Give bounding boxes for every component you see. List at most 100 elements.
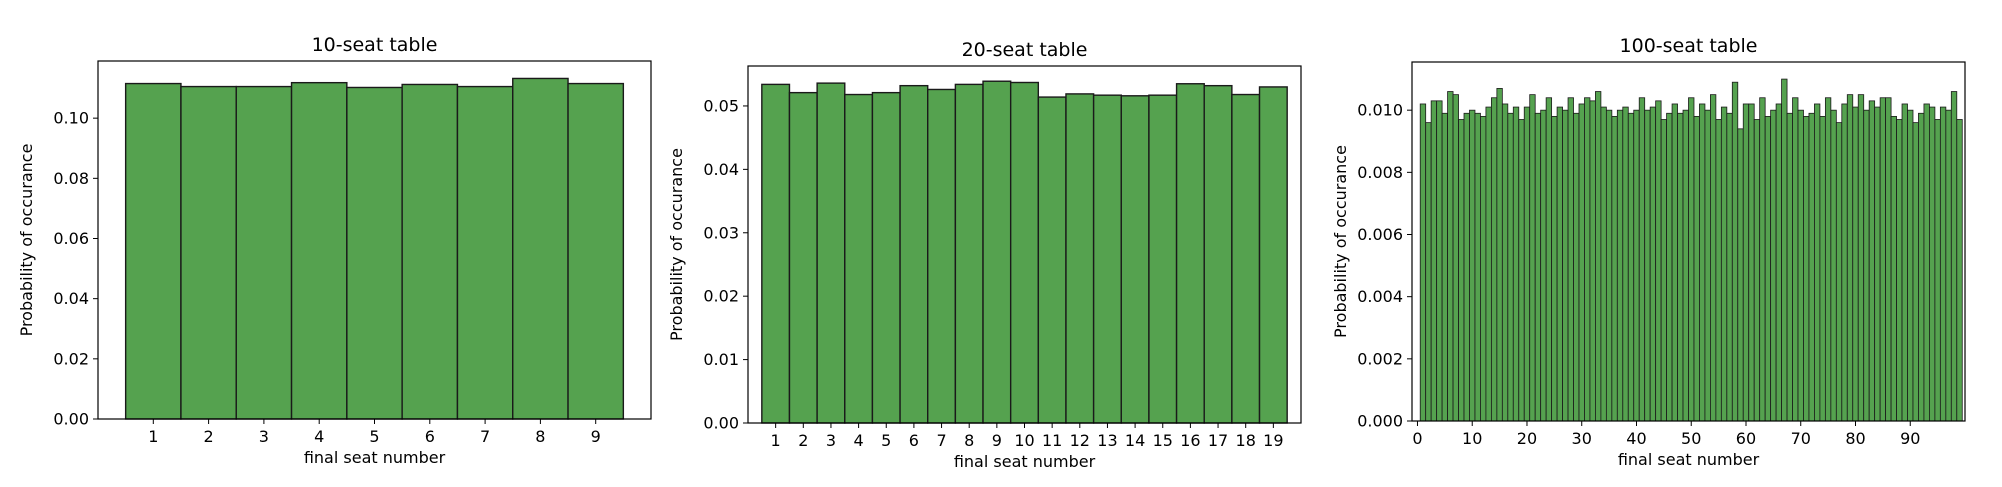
bar — [1616, 109, 1624, 422]
y-tick-label: 0.04 — [703, 160, 739, 179]
bar — [1671, 103, 1678, 422]
x-tick-label: 70 — [1791, 429, 1811, 448]
bar — [1950, 91, 1958, 422]
bar — [1463, 112, 1470, 422]
y-axis-label: Probability of occurance — [17, 144, 36, 337]
x-tick-label: 5 — [881, 431, 891, 450]
bar — [1835, 122, 1843, 422]
bars — [124, 77, 625, 420]
bar — [346, 86, 403, 420]
bar — [1474, 112, 1481, 422]
bar — [1677, 112, 1684, 422]
bar — [1578, 103, 1585, 422]
bar — [1803, 115, 1810, 422]
y-tick-label: 0.006 — [1357, 225, 1403, 244]
bar — [1918, 112, 1925, 422]
x-tick-label: 7 — [480, 427, 490, 446]
bar — [512, 77, 569, 420]
y-tick-label: 0.04 — [53, 289, 89, 308]
bar — [1452, 94, 1459, 422]
bar — [1567, 97, 1574, 422]
x-tick-label: 50 — [1681, 429, 1701, 448]
bar — [1573, 112, 1580, 422]
bar — [1682, 109, 1689, 422]
x-tick-label: 13 — [1097, 431, 1117, 450]
y-tick-label: 0.008 — [1357, 163, 1403, 182]
bar — [1934, 119, 1941, 422]
bar — [1885, 97, 1892, 422]
bar — [1792, 97, 1799, 422]
bar — [1595, 91, 1602, 422]
x-tick-label: 9 — [591, 427, 601, 446]
y-tick-label: 0.010 — [1357, 101, 1403, 120]
bar — [1945, 109, 1952, 422]
bar — [1611, 115, 1618, 422]
chart-100-seat-table: 0 10 20 30 40 50 60 70 80 90 0.000 0.002 0.004 0.006 0… — [1331, 35, 1966, 469]
bar — [899, 84, 929, 424]
bar — [1447, 91, 1454, 422]
y-tick-label: 0.02 — [703, 287, 739, 306]
bar — [1786, 112, 1793, 422]
bar — [235, 85, 293, 420]
bar — [1600, 106, 1607, 422]
y-tick-label: 0.01 — [703, 350, 739, 369]
bar — [1808, 112, 1815, 422]
x-tick-label: 8 — [964, 431, 974, 450]
bar — [1907, 109, 1914, 422]
chart-10-seat-table: 1 2 3 4 5 6 7 8 9 0.00 0.02 0.04 0.06 0.08 0.10 10-seat… — [17, 34, 652, 467]
x-tick-label: 4 — [314, 427, 324, 446]
x-axis-label: final seat number — [1618, 450, 1760, 469]
bar — [1929, 106, 1936, 422]
bar — [1710, 94, 1717, 422]
bar — [1699, 103, 1706, 422]
bar — [1814, 103, 1821, 422]
chart-title: 100-seat table — [1620, 35, 1758, 57]
bar — [1731, 81, 1739, 422]
y-tick-label: 0.03 — [703, 223, 739, 242]
x-tick-label: 1 — [148, 427, 158, 446]
x-tick-label: 10 — [1014, 431, 1034, 450]
x-tick-label: 90 — [1900, 429, 1920, 448]
chart-title: 20-seat table — [962, 39, 1088, 61]
x-tick-label: 5 — [369, 427, 379, 446]
bar — [1638, 97, 1646, 422]
axes-frame — [1411, 61, 1966, 422]
x-tick-label: 3 — [826, 431, 836, 450]
chart-title: 10-seat table — [312, 34, 438, 56]
bar — [1660, 119, 1667, 422]
bar — [761, 83, 791, 424]
x-tick-label: 60 — [1736, 429, 1756, 448]
bar — [1485, 106, 1492, 422]
bar — [1009, 81, 1040, 424]
bar — [1518, 119, 1525, 422]
bar — [788, 91, 818, 424]
bar — [1523, 106, 1531, 422]
bars — [1419, 78, 1963, 422]
bar — [1584, 97, 1591, 422]
x-tick-label: 0 — [1412, 429, 1422, 448]
bar — [1480, 115, 1487, 422]
x-tick-label: 40 — [1626, 429, 1646, 448]
x-tick-label: 8 — [535, 427, 545, 446]
bar — [1633, 109, 1640, 422]
bar — [1720, 106, 1728, 422]
bar — [1874, 106, 1881, 422]
bar — [1890, 115, 1897, 422]
y-tick-label: 0.06 — [53, 229, 89, 248]
bar — [1819, 115, 1826, 422]
bar — [1529, 94, 1536, 422]
bar — [1203, 84, 1233, 424]
x-tick-label: 17 — [1208, 431, 1228, 450]
x-tick-label: 16 — [1180, 431, 1200, 450]
bar — [1436, 100, 1443, 422]
x-axis-label: final seat number — [304, 448, 446, 467]
bar — [1148, 94, 1178, 424]
x-tick-label: 14 — [1125, 431, 1145, 450]
bar — [1649, 106, 1657, 422]
x-tick-label: 19 — [1263, 431, 1283, 450]
bar — [1175, 83, 1205, 424]
bar — [1923, 103, 1930, 422]
bar — [1534, 112, 1542, 422]
x-tick-label: 1 — [771, 431, 781, 450]
